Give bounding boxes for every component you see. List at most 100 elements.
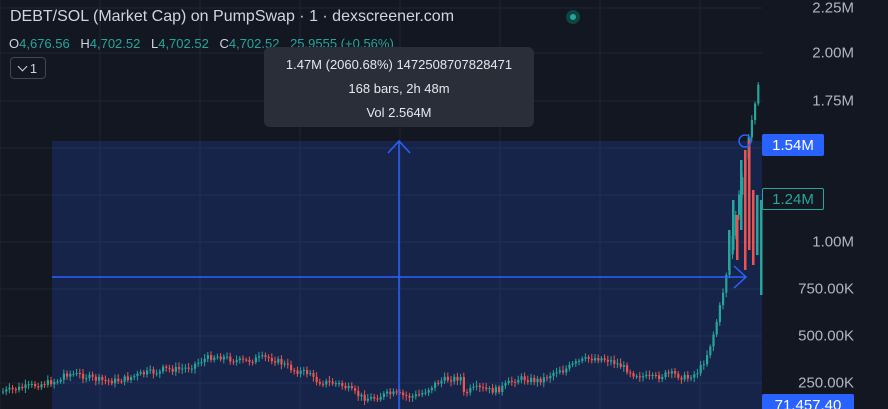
- candle-body: [53, 381, 56, 385]
- candle-body: [264, 355, 267, 357]
- candlestick-series: [2, 82, 763, 406]
- candle-body: [360, 394, 363, 397]
- current-price-tag: 1.24M: [762, 188, 824, 210]
- candle-body: [226, 356, 229, 358]
- candle-body: [757, 84, 760, 104]
- candle-body: [56, 381, 59, 383]
- candle-body: [341, 383, 344, 386]
- candle-body: [584, 357, 587, 359]
- candle-body: [101, 376, 104, 381]
- candle-body: [430, 387, 433, 391]
- candle-body: [283, 363, 286, 365]
- candle-body: [725, 274, 728, 293]
- candle-body: [674, 371, 677, 374]
- candle-body: [715, 321, 718, 335]
- candle-body: [718, 305, 721, 322]
- candle-body: [18, 386, 21, 390]
- candle-body: [389, 391, 392, 395]
- candle-body: [517, 379, 520, 383]
- candle-body: [322, 383, 325, 385]
- candle-body: [651, 374, 654, 376]
- candle-body: [699, 365, 702, 374]
- measure-volume-text: Vol 2.564M: [366, 105, 432, 120]
- candle-body: [357, 390, 360, 397]
- candle-body: [568, 364, 571, 369]
- candle-body: [754, 103, 757, 121]
- candle-body: [546, 377, 549, 379]
- candle-body: [309, 373, 312, 375]
- candle-body: [402, 392, 405, 396]
- candle-body: [149, 369, 152, 371]
- candle-body: [130, 377, 133, 381]
- candle-body: [482, 387, 485, 389]
- candle-body: [392, 391, 395, 395]
- candle-body: [498, 387, 501, 392]
- low-value: 4,702.52: [158, 36, 209, 51]
- candle-body: [242, 358, 245, 360]
- candle-body: [158, 371, 161, 374]
- candle-body: [732, 200, 735, 250]
- candle-body: [472, 386, 475, 388]
- candle-body: [277, 358, 280, 363]
- candle-body: [168, 367, 171, 369]
- candle-body: [216, 356, 219, 358]
- candle-body: [736, 215, 739, 260]
- candle-body: [494, 387, 497, 393]
- candle-body: [222, 356, 225, 360]
- candle-body: [427, 390, 430, 393]
- candle-body: [133, 376, 136, 378]
- price-axis-label: 2.00M: [812, 44, 854, 62]
- candle-body: [27, 384, 30, 386]
- candle-body: [187, 367, 190, 369]
- candle-body: [603, 358, 606, 360]
- measure-end-point[interactable]: [738, 134, 752, 148]
- candle-body: [315, 376, 318, 383]
- candle-body: [107, 380, 110, 382]
- candle-body: [600, 358, 603, 361]
- candle-body: [648, 374, 651, 376]
- price-axis-label: 1.75M: [812, 92, 854, 110]
- candle-body: [66, 373, 69, 377]
- candle-body: [475, 385, 478, 387]
- candle-body: [11, 387, 14, 390]
- candle-body: [514, 381, 517, 383]
- candle-body: [379, 396, 382, 400]
- candle-body: [555, 372, 558, 374]
- candle-body: [587, 357, 590, 359]
- candle-body: [325, 380, 328, 385]
- candle-body: [30, 383, 33, 385]
- candle-body: [331, 381, 334, 384]
- candle-body: [667, 372, 670, 374]
- candle-body: [411, 396, 414, 398]
- candle-body: [750, 120, 753, 138]
- candle-body: [267, 356, 270, 359]
- indicator-toggle-button[interactable]: 1: [10, 57, 46, 79]
- measure-change-text: 1.47M (2060.68%) 1472508707828471: [285, 57, 513, 72]
- candle-body: [654, 374, 657, 376]
- measure-tooltip: 1.47M (2060.68%) 1472508707828471 168 ba…: [264, 47, 534, 127]
- candle-body: [738, 194, 741, 215]
- candle-body: [386, 391, 389, 394]
- candle-body: [507, 380, 510, 384]
- candle-body: [59, 379, 62, 382]
- price-axis-label: 250.00K: [798, 374, 854, 392]
- candle-body: [190, 368, 193, 370]
- candle-body: [72, 373, 75, 375]
- candle-body: [78, 373, 81, 375]
- candle-body: [453, 376, 456, 382]
- candle-body: [539, 378, 542, 383]
- candle-body: [421, 393, 424, 395]
- candle-body: [299, 370, 302, 374]
- candle-body: [469, 387, 472, 393]
- candle-body: [229, 356, 232, 362]
- indicator-count: 1: [29, 60, 38, 76]
- candle-body: [635, 376, 638, 378]
- candle-body: [616, 363, 619, 365]
- candle-body: [440, 380, 443, 384]
- candle-body: [414, 394, 417, 397]
- candle-body: [661, 377, 664, 379]
- candle-body: [142, 372, 145, 375]
- candle-body: [91, 374, 94, 377]
